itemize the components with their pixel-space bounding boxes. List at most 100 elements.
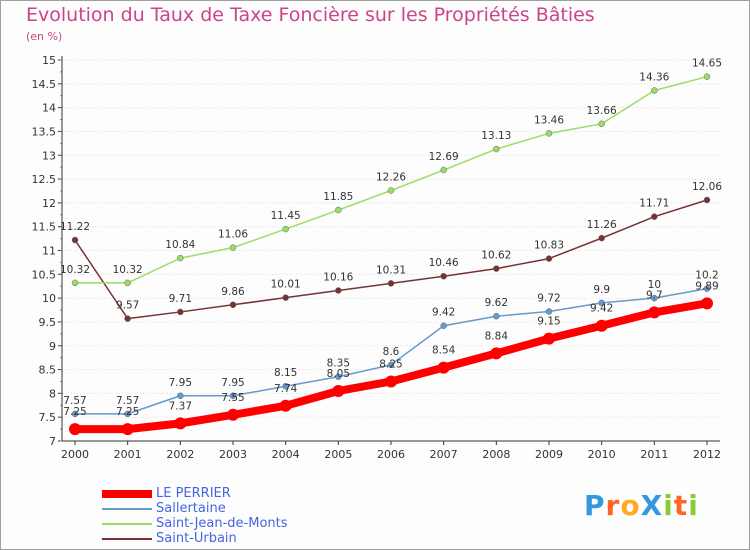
data-point [651,87,658,94]
data-label: 7.95 [169,377,192,389]
x-tick-label: 2010 [588,448,616,461]
data-point [332,384,345,397]
data-label: 11.26 [587,219,617,231]
data-label: 8.84 [485,330,509,342]
logo-letter: X [640,489,664,522]
data-point [177,392,184,400]
data-label: 7.25 [63,406,86,418]
legend-item-saint-urbain: Saint-Urbain [102,531,237,546]
data-label: 10.16 [323,272,353,284]
data-label: 7.55 [221,392,244,404]
data-label: 8.15 [274,367,297,379]
data-label: 9.57 [116,300,139,312]
data-point [703,196,711,204]
legend-item-le-perrier: LE PERRIER [102,486,231,501]
data-label: 7.25 [116,406,139,418]
legend-label: Saint-Jean-de-Monts [156,516,288,531]
y-tick-label: 12 [42,197,56,210]
data-point [440,322,447,329]
data-point [229,392,237,400]
x-tick-label: 2006 [377,448,405,461]
legend-label: LE PERRIER [156,486,231,501]
data-label: 9.89 [695,280,718,292]
data-label: 9.15 [537,316,560,328]
y-tick-label: 14.5 [32,78,57,91]
data-point [648,306,661,319]
data-point [651,294,658,302]
data-point [598,120,605,128]
data-point [124,279,131,287]
data-point [493,265,500,272]
data-label: 8.05 [327,368,350,380]
data-point [440,272,447,280]
y-tick-label: 15 [42,54,56,67]
x-tick-label: 2007 [430,448,458,461]
data-label: 10.2 [695,270,718,282]
data-label: 13.66 [587,105,617,117]
logo-letter: P [584,489,606,522]
data-point [335,206,342,214]
data-label: 10.01 [271,279,301,291]
x-tick-label: 2009 [535,448,563,461]
data-point [543,332,555,345]
data-label: 8.54 [432,345,456,357]
y-tick-label: 12.5 [32,173,57,186]
data-label: 9.9 [593,284,610,296]
y-tick-label: 7.5 [39,411,57,424]
data-label: 9.42 [432,307,455,319]
data-point [177,254,184,262]
x-tick-label: 2001 [114,448,142,461]
data-label: 8.25 [379,358,402,370]
data-label: 11.06 [218,229,248,241]
x-tick-label: 2008 [482,448,510,461]
unit-label: (en %) [26,30,63,43]
data-point [71,236,79,244]
data-label: 11.71 [639,198,669,210]
x-tick-label: 2003 [219,448,247,461]
x-tick-label: 2002 [166,448,194,461]
data-label: 11.45 [271,210,301,222]
data-label: 8.35 [327,358,350,370]
data-label: 9.71 [169,293,192,305]
data-label: 11.85 [323,191,353,203]
x-tick-label: 2011 [640,448,668,461]
data-point [282,294,289,301]
data-point [598,234,605,242]
data-point [71,410,79,418]
data-point [174,417,187,430]
y-tick-label: 8.5 [39,364,57,377]
x-tick-label: 2012 [693,448,721,461]
data-point [387,361,395,369]
data-label: 10.32 [113,264,143,276]
legend-label: Sallertaine [156,501,226,516]
legend-item-sallertaine: Sallertaine [102,501,226,516]
y-tick-label: 11 [42,245,56,258]
data-label: 12.69 [429,151,459,163]
data-point [387,187,395,194]
data-point [595,319,608,332]
data-point [651,213,658,220]
x-tick-label: 2005 [324,448,352,461]
y-tick-label: 14 [42,102,56,115]
y-tick-label: 13.5 [32,125,57,138]
data-point [440,166,447,174]
data-label: 7.57 [116,395,139,407]
data-label: 9.62 [485,297,508,309]
logo-letter: t [673,489,689,522]
data-point [71,279,79,287]
data-point [493,312,500,320]
data-point [335,373,342,380]
data-point [121,423,134,436]
data-point [124,410,131,418]
data-label: 10.31 [376,264,406,276]
data-point [279,399,292,412]
data-point [545,308,553,315]
logo-letter: r [605,489,621,522]
data-label: 7.74 [274,383,298,395]
data-point [282,382,289,390]
legend-swatch [102,537,152,540]
data-label: 10.84 [165,239,195,251]
data-label: 8.6 [383,346,400,358]
